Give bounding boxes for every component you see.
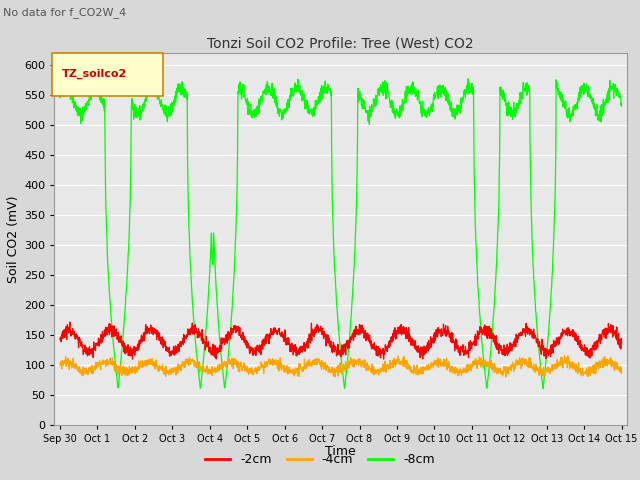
X-axis label: Time: Time	[325, 445, 356, 458]
Text: TZ_soilco2: TZ_soilco2	[62, 69, 127, 79]
Legend: -2cm, -4cm, -8cm: -2cm, -4cm, -8cm	[200, 448, 440, 471]
Title: Tonzi Soil CO2 Profile: Tree (West) CO2: Tonzi Soil CO2 Profile: Tree (West) CO2	[207, 36, 474, 50]
Text: No data for f_CO2W_4: No data for f_CO2W_4	[3, 7, 127, 18]
Y-axis label: Soil CO2 (mV): Soil CO2 (mV)	[7, 195, 20, 283]
FancyBboxPatch shape	[52, 53, 163, 96]
